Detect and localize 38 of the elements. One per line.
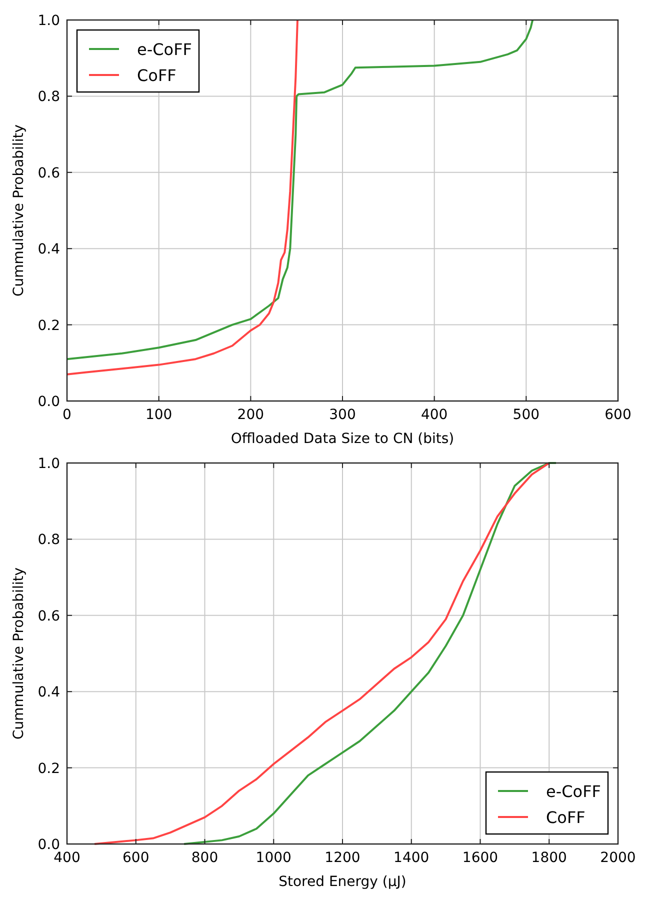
y-tick-label: 0.8 <box>38 532 60 548</box>
x-tick-label: 500 <box>512 407 540 423</box>
x-tick-label: 1600 <box>462 850 498 866</box>
line-series <box>66 19 534 360</box>
y-tick-label: 0.8 <box>38 89 60 106</box>
x-tick-label: 600 <box>122 850 150 866</box>
y-tick-label: 0.6 <box>38 608 60 624</box>
x-tick-label: 800 <box>191 850 218 866</box>
y-axis-title: Cummulative Probability <box>11 124 27 296</box>
legend-label: e-CoFF <box>546 782 601 801</box>
x-tick-label: 1200 <box>324 850 360 866</box>
y-tick-label: 0.4 <box>38 684 60 701</box>
x-tick-label: 100 <box>145 407 172 423</box>
x-axis-title: Stored Energy (μJ) <box>278 874 406 890</box>
y-tick-label: 0.0 <box>38 837 60 853</box>
x-tick-label: 1000 <box>256 850 292 866</box>
x-tick-label: 400 <box>420 407 448 423</box>
x-tick-label: 1400 <box>394 850 430 866</box>
y-tick-label: 1.0 <box>38 13 60 29</box>
legend-label: CoFF <box>546 808 586 827</box>
legend-label: e-CoFF <box>137 40 192 59</box>
x-tick-label: 1800 <box>531 850 567 866</box>
x-tick-label: 0 <box>62 407 72 423</box>
x-axis-title: Offloaded Data Size to CN (bits) <box>230 431 454 447</box>
y-tick-label: 0.6 <box>38 165 60 182</box>
y-tick-label: 0.2 <box>38 318 60 334</box>
line-series <box>66 19 298 376</box>
y-tick-label: 0.4 <box>38 242 60 258</box>
x-tick-label: 400 <box>54 850 80 866</box>
x-tick-label: 200 <box>237 407 264 423</box>
x-tick-label: 600 <box>604 407 632 423</box>
y-axis-title: Cummulative Probability <box>11 568 27 740</box>
y-tick-label: 1.0 <box>38 456 60 472</box>
y-tick-label: 0.0 <box>38 394 60 410</box>
x-tick-label: 2000 <box>600 850 636 866</box>
x-tick-label: 300 <box>329 407 356 423</box>
legend-label: CoFF <box>137 66 176 85</box>
y-tick-label: 0.2 <box>38 760 60 777</box>
